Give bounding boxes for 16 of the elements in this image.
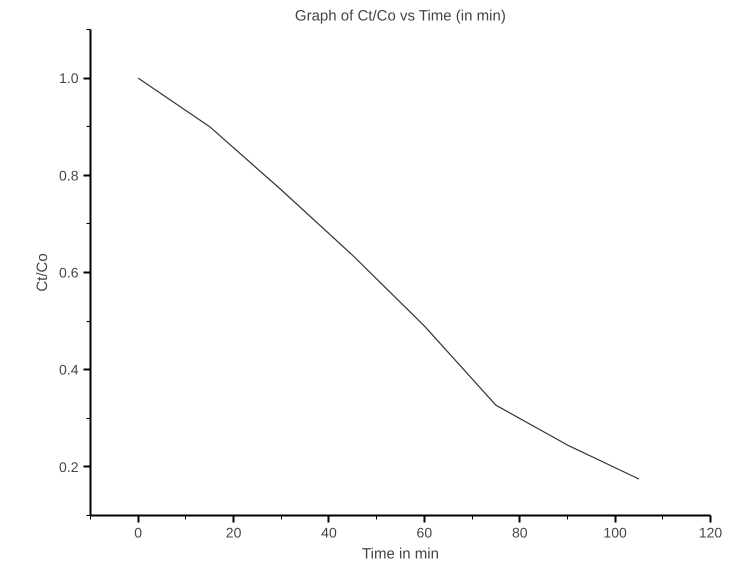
y-tick-label: 0.8 — [59, 167, 79, 184]
x-tick-label: 120 — [698, 524, 722, 540]
x-tick-label: 0 — [134, 524, 142, 540]
y-tick-label: 0.4 — [59, 362, 79, 378]
line-series — [138, 78, 640, 480]
y-tick-label: 0.2 — [59, 458, 79, 475]
y-tick-label: 1.0 — [59, 70, 79, 86]
x-tick-label: 20 — [226, 524, 242, 540]
x-tick-label: 100 — [603, 524, 628, 540]
x-tick-label: 40 — [321, 524, 337, 540]
chart-title: Graph of Ct/Co vs Time (in min) — [294, 8, 506, 24]
x-axis-title: Time in min — [362, 546, 439, 562]
y-tick-label: 0.6 — [59, 264, 79, 280]
y-axis-title: Ct/Co — [34, 253, 52, 292]
x-tick-label: 80 — [512, 524, 528, 540]
x-tick-label: 60 — [416, 524, 432, 540]
